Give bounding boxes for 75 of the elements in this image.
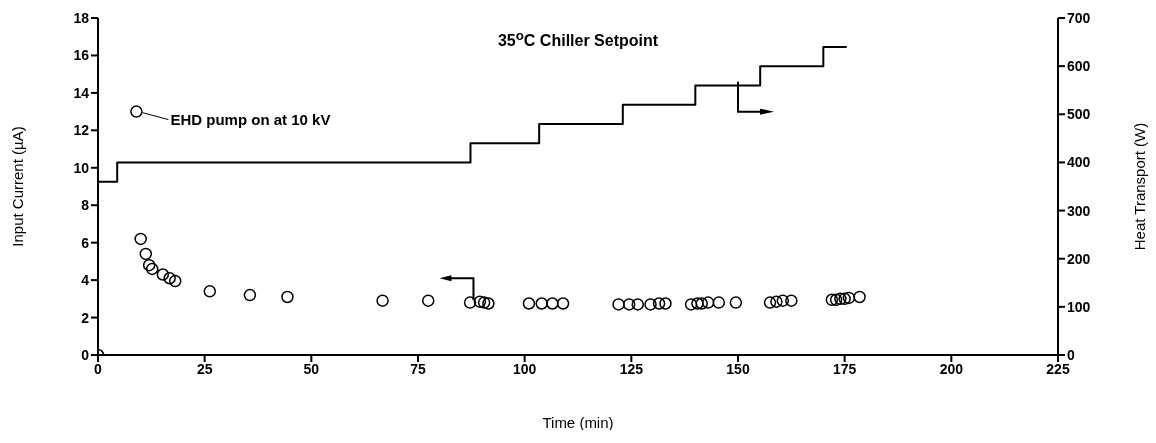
y-tick-label: 18 — [73, 9, 90, 26]
y2-axis-title: Heat Transport (W) — [1131, 122, 1149, 251]
y2-tick-label: 400 — [1067, 154, 1091, 171]
x-tick-label: 100 — [512, 360, 537, 377]
point — [763, 296, 777, 309]
point — [622, 298, 636, 311]
point — [785, 294, 798, 307]
point — [631, 298, 644, 311]
x-tick-label: 0 — [94, 360, 103, 377]
point — [712, 296, 726, 309]
y-tick-label: 6 — [81, 234, 90, 251]
x-tick-label: 75 — [410, 360, 426, 377]
point — [644, 298, 657, 311]
x-tick-label: 25 — [196, 360, 213, 377]
y2-tick-label: 300 — [1067, 202, 1091, 219]
point — [691, 297, 704, 310]
point — [130, 105, 143, 118]
y2-tick-label: 600 — [1067, 58, 1091, 75]
y-tick-label: 4 — [81, 272, 90, 289]
point — [829, 293, 843, 307]
point — [776, 294, 790, 307]
annotation: EHD pump on at 10 kV — [170, 110, 331, 128]
y-tick-label: 8 — [81, 197, 90, 214]
point — [684, 298, 698, 311]
x-tick-label: 175 — [832, 360, 857, 377]
point — [838, 292, 851, 306]
x-tick-label: 50 — [303, 360, 320, 377]
y-axis-title: Input Current (µA) — [9, 126, 27, 247]
point — [556, 297, 570, 310]
point — [853, 290, 866, 304]
y-tick-label: 0 — [81, 346, 90, 363]
point — [156, 268, 170, 281]
point — [463, 296, 477, 309]
y2-tick-label: 200 — [1067, 250, 1091, 267]
point — [522, 297, 536, 310]
point — [770, 295, 783, 308]
y-tick-label: 2 — [81, 309, 90, 326]
x-tick-label: 125 — [619, 360, 644, 377]
x-tick-label: 225 — [1046, 360, 1070, 377]
point — [546, 297, 559, 310]
point — [376, 294, 389, 307]
point — [652, 297, 666, 310]
point — [612, 298, 625, 311]
y-tick-label: 14 — [73, 84, 90, 101]
point — [421, 294, 435, 307]
y-tick-label: 10 — [73, 159, 90, 176]
point — [695, 297, 708, 310]
point — [281, 290, 294, 304]
point — [139, 247, 153, 261]
point — [473, 295, 487, 308]
text: 35$^{o}$C Chiller Setpoint — [496, 28, 660, 51]
y-tick-label: 12 — [73, 122, 90, 139]
point — [701, 296, 715, 309]
point — [163, 271, 176, 285]
point — [659, 297, 672, 310]
y2-tick-label: 0 — [1067, 346, 1075, 363]
point — [477, 296, 491, 309]
point — [825, 293, 839, 307]
point — [142, 258, 156, 272]
point — [243, 288, 257, 302]
y-tick-label: 16 — [73, 47, 90, 64]
point — [134, 232, 147, 246]
x-tick-label: 150 — [726, 360, 750, 377]
point — [482, 297, 495, 310]
point — [145, 262, 159, 276]
point — [834, 292, 847, 306]
point — [535, 297, 548, 310]
x-tick-label: 200 — [939, 360, 964, 377]
y2-tick-label: 500 — [1067, 106, 1091, 123]
y2-tick-label: 700 — [1067, 9, 1091, 26]
point — [203, 285, 217, 298]
point — [168, 274, 182, 288]
point — [729, 296, 743, 309]
y2-tick-label: 100 — [1067, 298, 1091, 315]
point — [842, 291, 856, 305]
